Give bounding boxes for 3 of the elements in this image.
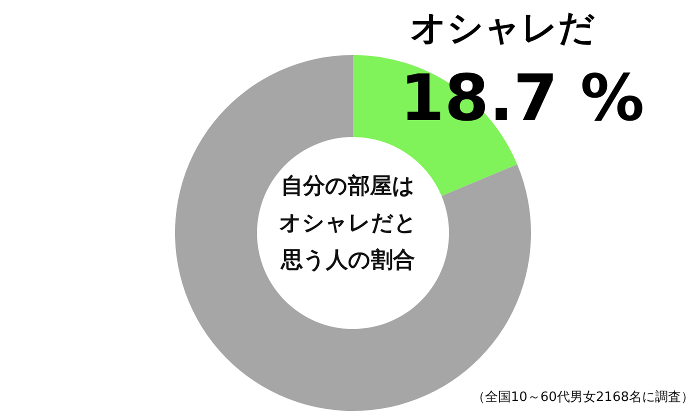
text: 自分の部屋はオシャレだと思う人の割合 — [278, 173, 418, 275]
slice-label: オシャレだ — [410, 7, 595, 51]
text: （全国10～60代男女2168名に調査） — [472, 389, 694, 406]
